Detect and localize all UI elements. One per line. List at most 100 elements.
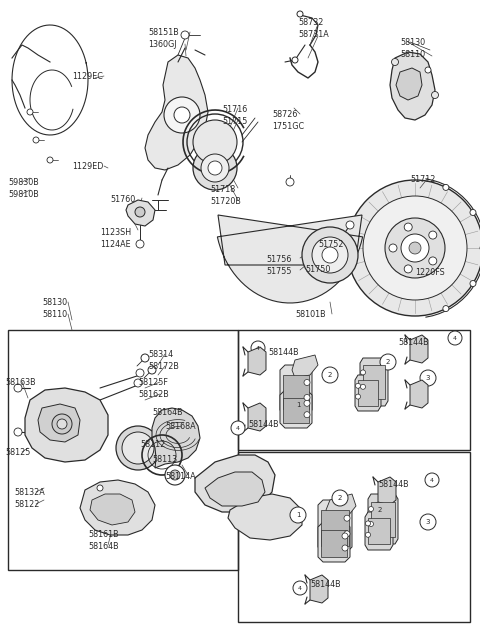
- Text: 2: 2: [378, 507, 382, 513]
- Text: 59830B: 59830B: [8, 178, 39, 187]
- Circle shape: [429, 231, 437, 239]
- Text: 2: 2: [328, 372, 332, 378]
- Text: 58110: 58110: [42, 310, 67, 319]
- Text: 51750: 51750: [305, 265, 330, 274]
- Text: 59810B: 59810B: [8, 190, 39, 199]
- Circle shape: [293, 581, 307, 595]
- Text: 51755: 51755: [266, 267, 291, 276]
- Text: 51760: 51760: [110, 195, 135, 204]
- Circle shape: [443, 184, 449, 191]
- Circle shape: [116, 426, 160, 470]
- Circle shape: [448, 331, 462, 345]
- Circle shape: [404, 223, 412, 231]
- Circle shape: [181, 31, 189, 39]
- Circle shape: [356, 383, 360, 388]
- Circle shape: [322, 247, 338, 263]
- Text: 58726: 58726: [272, 110, 298, 119]
- Polygon shape: [410, 380, 428, 408]
- Circle shape: [344, 531, 350, 537]
- Polygon shape: [358, 381, 378, 406]
- Circle shape: [14, 428, 22, 436]
- Text: 58132A: 58132A: [14, 488, 45, 497]
- Polygon shape: [145, 55, 208, 170]
- Text: 58130: 58130: [42, 298, 67, 307]
- Circle shape: [304, 412, 310, 418]
- Polygon shape: [152, 408, 200, 468]
- Circle shape: [365, 521, 371, 526]
- Circle shape: [369, 521, 373, 526]
- Circle shape: [174, 107, 190, 123]
- Circle shape: [33, 137, 39, 143]
- Text: 58731A: 58731A: [298, 30, 329, 39]
- Circle shape: [170, 470, 180, 480]
- Circle shape: [332, 490, 348, 506]
- Polygon shape: [90, 494, 135, 525]
- Text: 58144B: 58144B: [268, 348, 299, 357]
- Circle shape: [425, 473, 439, 487]
- Text: 3: 3: [426, 375, 430, 381]
- Circle shape: [193, 120, 237, 164]
- Text: 58168A: 58168A: [165, 422, 196, 431]
- Bar: [8, 330, 238, 570]
- Circle shape: [342, 545, 348, 551]
- Circle shape: [432, 92, 439, 98]
- Circle shape: [304, 394, 310, 401]
- Circle shape: [404, 265, 412, 273]
- Text: 58161B: 58161B: [88, 530, 119, 539]
- Circle shape: [122, 432, 154, 464]
- Text: 58144B: 58144B: [398, 338, 429, 347]
- Text: 51720B: 51720B: [210, 197, 241, 206]
- Text: 58172B: 58172B: [148, 362, 179, 371]
- Circle shape: [392, 58, 398, 65]
- Circle shape: [470, 281, 476, 286]
- Circle shape: [286, 178, 294, 186]
- Polygon shape: [228, 494, 302, 540]
- Text: 58144B: 58144B: [378, 480, 408, 489]
- Text: 51716: 51716: [222, 105, 247, 114]
- Circle shape: [14, 384, 22, 392]
- Circle shape: [290, 507, 306, 523]
- Circle shape: [420, 370, 436, 386]
- Text: 58144B: 58144B: [310, 580, 341, 589]
- Circle shape: [164, 97, 200, 133]
- Polygon shape: [292, 355, 318, 378]
- Polygon shape: [195, 455, 275, 512]
- Polygon shape: [280, 365, 312, 415]
- Circle shape: [342, 533, 348, 539]
- Circle shape: [57, 419, 67, 429]
- Polygon shape: [368, 517, 390, 544]
- Circle shape: [363, 196, 467, 300]
- Polygon shape: [368, 494, 398, 544]
- Polygon shape: [283, 375, 309, 409]
- Polygon shape: [410, 335, 428, 363]
- Text: 2: 2: [386, 359, 390, 365]
- Circle shape: [208, 161, 222, 175]
- Text: 58101B: 58101B: [295, 310, 325, 319]
- Polygon shape: [126, 200, 155, 226]
- Polygon shape: [318, 522, 350, 562]
- Text: 1360GJ: 1360GJ: [148, 40, 177, 49]
- Circle shape: [346, 221, 354, 229]
- Text: 3: 3: [426, 519, 430, 525]
- Text: 1124AE: 1124AE: [100, 240, 131, 249]
- Text: 58314: 58314: [148, 350, 173, 359]
- Circle shape: [193, 146, 237, 190]
- Text: 58112: 58112: [140, 440, 165, 449]
- Text: 58125: 58125: [5, 448, 30, 457]
- Circle shape: [304, 401, 310, 406]
- Text: 58110: 58110: [400, 50, 425, 59]
- Circle shape: [443, 306, 449, 311]
- Circle shape: [134, 379, 142, 387]
- Polygon shape: [363, 365, 385, 399]
- Polygon shape: [310, 575, 328, 603]
- Polygon shape: [25, 388, 108, 462]
- Circle shape: [409, 242, 421, 254]
- Text: 1123SH: 1123SH: [100, 228, 131, 237]
- Circle shape: [389, 244, 397, 252]
- Circle shape: [304, 379, 310, 385]
- Polygon shape: [321, 530, 347, 557]
- Text: 1751GC: 1751GC: [272, 122, 304, 131]
- Circle shape: [292, 57, 298, 63]
- Text: 58162B: 58162B: [138, 390, 169, 399]
- Circle shape: [97, 485, 103, 491]
